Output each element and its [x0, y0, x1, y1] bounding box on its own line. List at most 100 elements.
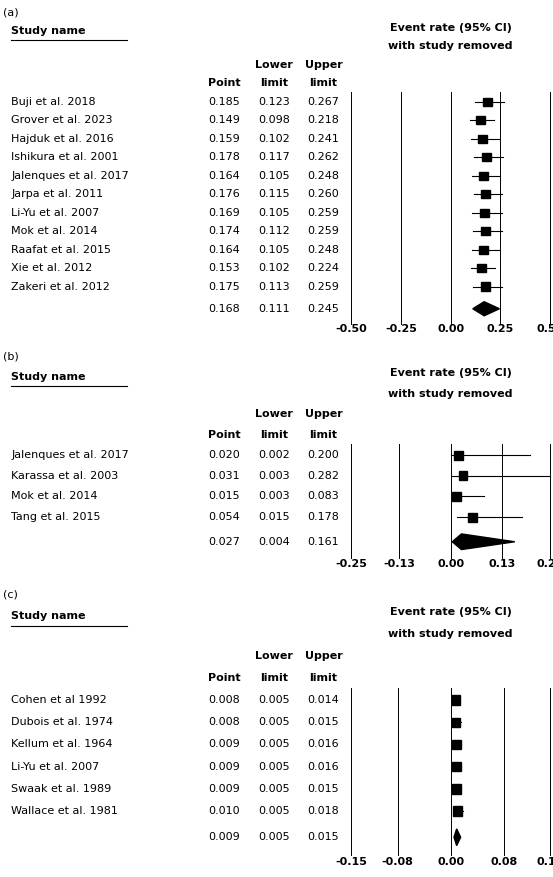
- Bar: [452, 762, 461, 772]
- Text: Point: Point: [208, 78, 240, 89]
- Bar: [452, 492, 461, 501]
- Bar: [481, 227, 490, 235]
- Text: 0.015: 0.015: [307, 784, 340, 794]
- Text: 0.005: 0.005: [258, 832, 290, 842]
- Bar: [452, 717, 461, 727]
- Text: 0.245: 0.245: [307, 303, 340, 314]
- Text: Zakeri et al. 2012: Zakeri et al. 2012: [11, 282, 110, 291]
- Text: Swaak et al. 1989: Swaak et al. 1989: [11, 784, 111, 794]
- Text: Event rate (95% CI): Event rate (95% CI): [390, 23, 512, 32]
- Bar: [481, 190, 490, 198]
- Text: 0.267: 0.267: [307, 96, 340, 107]
- Text: 0.005: 0.005: [258, 695, 290, 705]
- Text: Jalenques et al. 2017: Jalenques et al. 2017: [11, 450, 129, 460]
- Text: Raafat et al. 2015: Raafat et al. 2015: [11, 245, 111, 254]
- Text: Jalenques et al. 2017: Jalenques et al. 2017: [11, 171, 129, 181]
- Text: 0.161: 0.161: [307, 537, 340, 546]
- Text: Grover et al. 2023: Grover et al. 2023: [11, 115, 113, 125]
- Bar: [452, 784, 461, 794]
- Text: -0.13: -0.13: [383, 560, 415, 569]
- Text: 0.112: 0.112: [258, 226, 290, 236]
- Text: 0.259: 0.259: [307, 282, 340, 291]
- Text: 0.175: 0.175: [208, 282, 240, 291]
- Text: 0.111: 0.111: [258, 303, 290, 314]
- Text: 0.014: 0.014: [307, 695, 340, 705]
- Text: 0.153: 0.153: [208, 263, 240, 273]
- Text: 0.115: 0.115: [258, 189, 290, 199]
- Text: Xie et al. 2012: Xie et al. 2012: [11, 263, 92, 273]
- Text: 0.009: 0.009: [208, 832, 240, 842]
- Text: 0.178: 0.178: [208, 152, 240, 162]
- Text: Ishikura et al. 2001: Ishikura et al. 2001: [11, 152, 118, 162]
- Text: limit: limit: [310, 78, 337, 89]
- Text: 0.164: 0.164: [208, 171, 240, 181]
- Bar: [452, 739, 461, 749]
- Bar: [478, 134, 487, 143]
- Text: 0.020: 0.020: [208, 450, 240, 460]
- Text: Study name: Study name: [11, 611, 86, 622]
- Text: Karassa et al. 2003: Karassa et al. 2003: [11, 471, 118, 481]
- Text: limit: limit: [260, 78, 288, 89]
- Text: 0.031: 0.031: [208, 471, 240, 481]
- Text: 0.08: 0.08: [490, 857, 518, 866]
- Text: 0.009: 0.009: [208, 739, 240, 750]
- Bar: [453, 806, 462, 816]
- Text: Event rate (95% CI): Event rate (95% CI): [390, 368, 512, 378]
- Text: 0.25: 0.25: [536, 560, 553, 569]
- Text: Hajduk et al. 2016: Hajduk et al. 2016: [11, 133, 114, 144]
- Text: -0.25: -0.25: [385, 324, 417, 334]
- Text: 0.015: 0.015: [208, 491, 240, 502]
- Text: 0.016: 0.016: [307, 739, 340, 750]
- Text: 0.262: 0.262: [307, 152, 340, 162]
- Text: Mok et al. 2014: Mok et al. 2014: [11, 226, 97, 236]
- Text: (c): (c): [3, 589, 18, 599]
- Text: 0.016: 0.016: [307, 761, 340, 772]
- Text: Point: Point: [208, 430, 240, 439]
- Text: 0.218: 0.218: [307, 115, 340, 125]
- Text: Li-Yu et al. 2007: Li-Yu et al. 2007: [11, 761, 100, 772]
- Text: Upper: Upper: [305, 409, 342, 419]
- Text: 0.002: 0.002: [258, 450, 290, 460]
- Text: 0.13: 0.13: [489, 560, 516, 569]
- Text: Lower: Lower: [255, 409, 293, 419]
- Text: 0.105: 0.105: [258, 245, 290, 254]
- Text: 0.015: 0.015: [307, 832, 340, 842]
- Text: 0.50: 0.50: [536, 324, 553, 334]
- Text: 0.123: 0.123: [258, 96, 290, 107]
- Polygon shape: [454, 829, 461, 845]
- Text: 0.176: 0.176: [208, 189, 240, 199]
- Text: -0.50: -0.50: [335, 324, 367, 334]
- Text: 0.164: 0.164: [208, 245, 240, 254]
- Text: 0.149: 0.149: [208, 115, 240, 125]
- Text: 0.005: 0.005: [258, 761, 290, 772]
- Bar: [458, 471, 467, 481]
- Text: Upper: Upper: [305, 651, 342, 661]
- Text: Dubois et al. 1974: Dubois et al. 1974: [11, 717, 113, 727]
- Text: 0.159: 0.159: [208, 133, 240, 144]
- Text: 0.008: 0.008: [208, 695, 240, 705]
- Text: 0.009: 0.009: [208, 784, 240, 794]
- Text: (a): (a): [3, 8, 18, 18]
- Text: limit: limit: [310, 674, 337, 683]
- Text: 0.003: 0.003: [258, 471, 290, 481]
- Text: 0.018: 0.018: [307, 806, 340, 816]
- Text: 0.105: 0.105: [258, 171, 290, 181]
- Text: (b): (b): [3, 352, 18, 361]
- Text: 0.004: 0.004: [258, 537, 290, 546]
- Text: 0.009: 0.009: [208, 761, 240, 772]
- Bar: [468, 512, 477, 522]
- Text: Li-Yu et al. 2007: Li-Yu et al. 2007: [11, 208, 100, 217]
- Text: 0.027: 0.027: [208, 537, 240, 546]
- Text: -0.08: -0.08: [382, 857, 414, 866]
- Text: 0.224: 0.224: [307, 263, 340, 273]
- Bar: [454, 451, 463, 460]
- Bar: [452, 695, 461, 705]
- Text: with study removed: with study removed: [388, 389, 513, 398]
- Text: Mok et al. 2014: Mok et al. 2014: [11, 491, 97, 502]
- Text: with study removed: with study removed: [388, 629, 513, 639]
- Text: Jarpa et al. 2011: Jarpa et al. 2011: [11, 189, 103, 199]
- Bar: [476, 116, 485, 125]
- Bar: [479, 172, 488, 180]
- Text: 0.00: 0.00: [437, 857, 465, 866]
- Text: 0.098: 0.098: [258, 115, 290, 125]
